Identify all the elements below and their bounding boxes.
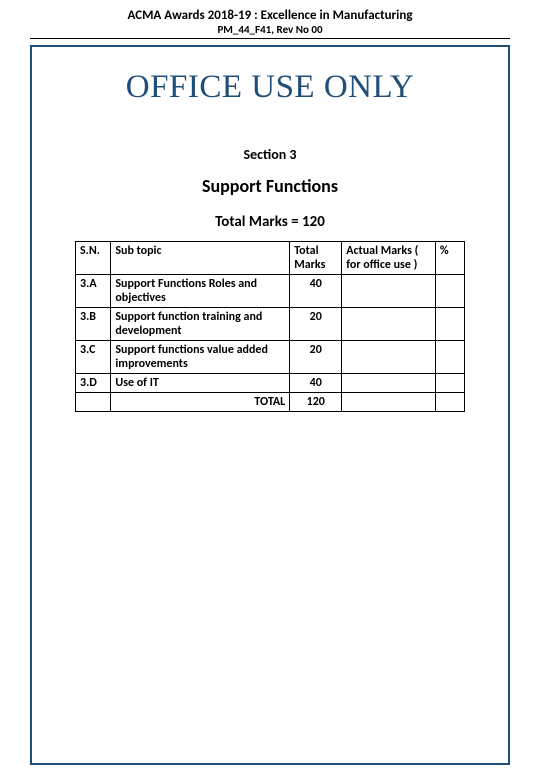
page: ACMA Awards 2018-19 : Excellence in Manu… xyxy=(0,0,540,780)
cell-subtopic: Support functions value added improvemen… xyxy=(111,341,290,374)
col-header-total-marks: Total Marks xyxy=(290,242,342,275)
col-header-actual-marks: Actual Marks ( for office use ) xyxy=(342,242,436,275)
table-row: 3.B Support function training and develo… xyxy=(76,308,465,341)
cell-sn-empty xyxy=(76,393,111,412)
cell-total-marks: 40 xyxy=(290,374,342,393)
cell-sn: 3.A xyxy=(76,275,111,308)
cell-sn: 3.C xyxy=(76,341,111,374)
cell-total-label: TOTAL xyxy=(111,393,290,412)
table-row: 3.A Support Functions Roles and objectiv… xyxy=(76,275,465,308)
cell-percent xyxy=(435,341,464,374)
cell-actual-marks xyxy=(342,393,436,412)
header-title: ACMA Awards 2018-19 : Excellence in Manu… xyxy=(30,8,510,23)
cell-total-marks: 20 xyxy=(290,308,342,341)
cell-total-marks: 20 xyxy=(290,341,342,374)
col-header-percent: % xyxy=(435,242,464,275)
section-title: Support Functions xyxy=(44,175,496,197)
table-header-row: S.N. Sub topic Total Marks Actual Marks … xyxy=(76,242,465,275)
table-total-row: TOTAL 120 xyxy=(76,393,465,412)
section-label: Section 3 xyxy=(44,146,496,163)
cell-subtopic: Use of IT xyxy=(111,374,290,393)
cell-percent xyxy=(435,275,464,308)
col-header-subtopic: Sub topic xyxy=(111,242,290,275)
office-use-banner: OFFICE USE ONLY xyxy=(44,69,496,106)
cell-sn: 3.B xyxy=(76,308,111,341)
col-header-sn: S.N. xyxy=(76,242,111,275)
cell-subtopic: Support Functions Roles and objectives xyxy=(111,275,290,308)
header-subtitle: PM_44_F41, Rev No 00 xyxy=(30,23,510,39)
cell-actual-marks xyxy=(342,374,436,393)
cell-actual-marks xyxy=(342,341,436,374)
cell-percent xyxy=(435,374,464,393)
cell-total-marks: 40 xyxy=(290,275,342,308)
total-marks-heading: Total Marks = 120 xyxy=(44,213,496,231)
cell-subtopic: Support function training and developmen… xyxy=(111,308,290,341)
cell-percent xyxy=(435,308,464,341)
content-frame: OFFICE USE ONLY Section 3 Support Functi… xyxy=(30,45,510,765)
table-row: 3.C Support functions value added improv… xyxy=(76,341,465,374)
cell-total-sum: 120 xyxy=(290,393,342,412)
marks-table: S.N. Sub topic Total Marks Actual Marks … xyxy=(75,241,465,412)
cell-actual-marks xyxy=(342,308,436,341)
cell-percent xyxy=(435,393,464,412)
cell-sn: 3.D xyxy=(76,374,111,393)
table-row: 3.D Use of IT 40 xyxy=(76,374,465,393)
cell-actual-marks xyxy=(342,275,436,308)
